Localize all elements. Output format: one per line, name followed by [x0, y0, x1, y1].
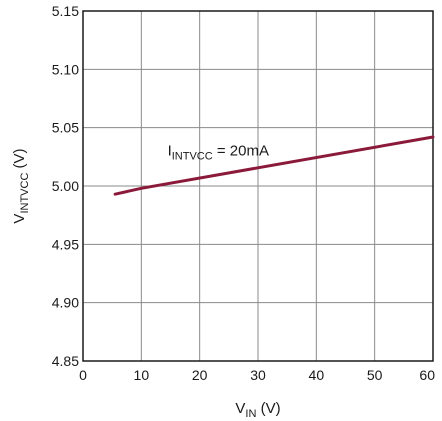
y-tick-label: 5.05 [52, 120, 79, 136]
y-tick-label: 4.95 [52, 236, 79, 252]
x-tick-label: 60 [419, 367, 435, 383]
plot-frame [82, 10, 434, 362]
x-tick-label: 20 [192, 367, 208, 383]
y-tick-label: 4.85 [52, 353, 79, 369]
series-annotation: IINTVCC = 20mA [168, 143, 269, 163]
x-tick-label: 10 [134, 367, 150, 383]
grid-lines [82, 10, 434, 362]
series-layer [113, 135, 435, 196]
y-axis-label: VINTVCC (V) [11, 148, 31, 223]
x-tick-label: 40 [309, 367, 325, 383]
y-tick-label: 5.15 [52, 3, 79, 19]
x-tick-label: 0 [79, 367, 87, 383]
y-tick-label: 5.00 [52, 178, 79, 194]
series-line-0 [113, 135, 435, 196]
y-tick-label: 4.90 [52, 295, 79, 311]
x-axis-label: VIN (V) [235, 400, 280, 420]
x-tick-label: 30 [250, 367, 266, 383]
x-tick-label: 50 [367, 367, 383, 383]
y-tick-label: 5.10 [52, 61, 79, 77]
x-tick-labels: 0 10 20 30 40 50 60 [79, 367, 435, 383]
y-tick-labels: 4.85 4.90 4.95 5.00 5.05 5.10 5.15 [52, 3, 79, 369]
